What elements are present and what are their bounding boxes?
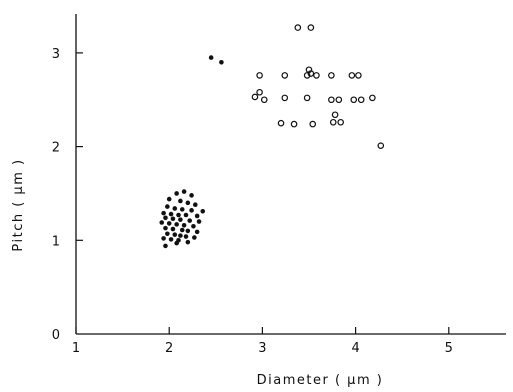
y-axis-title: Pitch ( µm ) [11,158,26,251]
data-point-filled [178,233,183,238]
data-point-filled [163,215,168,221]
data-point-filled [208,55,214,60]
data-point-open [251,93,259,101]
data-point-open [357,96,365,104]
data-point-filled [219,59,224,65]
data-point-filled [172,206,178,211]
data-point-filled [181,223,187,228]
data-point-filled [178,198,183,204]
data-point-filled [178,217,183,222]
data-point-open [303,72,311,79]
data-point-open [369,94,376,102]
data-point-open [281,94,289,102]
data-point-open [337,118,344,126]
y-tick-label: 2 [52,141,60,156]
data-point-filled [181,189,187,194]
data-point-open [335,96,343,104]
data-point-filled [192,235,197,240]
data-point-filled [189,193,194,198]
data-point-open [309,120,317,128]
x-tick-label: 2 [165,341,173,356]
y-tick-label: 1 [52,234,60,249]
data-point-open [256,88,263,96]
data-point-filled [159,220,165,225]
data-point-filled [185,200,191,206]
data-point-open [305,66,313,74]
data-point-open [348,72,356,79]
data-point-filled [166,196,172,202]
data-point-filled [179,207,185,212]
y-tick-label: 3 [52,47,60,62]
data-point-open [377,142,385,149]
data-point-filled [172,232,178,237]
data-point-open [313,72,320,79]
data-point-open [303,94,311,102]
data-point-filled [161,210,166,216]
data-point-filled [189,208,194,213]
x-tick-label: 5 [445,341,453,356]
data-point-filled [168,211,174,217]
data-point-open [328,96,335,104]
data-point-filled [165,204,170,209]
data-point-filled [194,213,200,219]
data-point-filled [179,227,185,233]
data-points [159,24,385,249]
x-tick-label: 4 [351,341,359,356]
data-point-filled [183,212,189,218]
x-tick-label: 3 [258,341,266,356]
data-point-filled [161,236,166,241]
data-point-open [307,24,315,31]
data-point-open [256,72,263,79]
y-tick-label: 0 [52,328,60,343]
data-point-filled [196,219,202,224]
data-point-open [307,70,315,77]
data-point-filled [185,228,191,234]
data-point-filled [168,237,174,242]
data-point-filled [163,225,168,231]
data-point-filled [192,202,198,207]
data-point-open [294,24,302,31]
data-point-filled [166,221,172,226]
data-point-filled [174,222,179,227]
data-point-open [277,119,285,127]
data-point-filled [187,218,193,223]
data-point-open [350,96,358,104]
data-point-open [355,72,362,79]
data-point-filled [185,239,191,245]
data-point-open [290,120,298,128]
data-point-filled [170,216,176,222]
data-point-filled [165,231,170,237]
data-point-filled [163,243,168,249]
data-point-filled [174,240,179,246]
data-point-open [328,72,335,79]
data-point-filled [170,226,176,232]
data-point-filled [174,191,179,196]
data-point-open [281,72,289,79]
data-point-open [331,111,339,119]
data-point-filled [183,234,189,239]
x-axis-title: Diameter ( µm ) [257,373,384,388]
data-point-open [329,118,337,126]
data-point-filled [191,223,196,229]
data-point-open [260,96,268,104]
data-point-filled [194,229,200,235]
data-point-filled [176,212,181,218]
axes [75,14,506,335]
x-tick-label: 1 [72,341,80,356]
data-point-filled [200,208,206,214]
